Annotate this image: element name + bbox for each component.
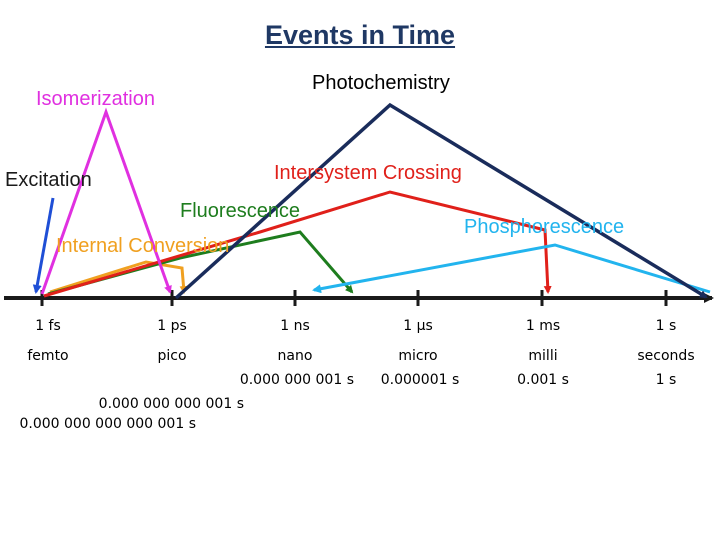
tick-label-fs: 1 fs xyxy=(35,318,61,334)
tick-label-ms: 1 ms xyxy=(525,318,561,334)
value-nano: 0.000 000 001 s xyxy=(239,372,354,388)
fluorescence-label: Fluorescence xyxy=(180,200,301,222)
prefix-pico: pico xyxy=(157,348,187,364)
photochemistry-arrow xyxy=(174,102,708,300)
value-femto: 0.000 000 000 000 001 s xyxy=(19,416,196,432)
value-milli: 0.001 s xyxy=(517,372,569,388)
isomerization-arrow xyxy=(40,107,172,295)
value-micro: 0.000001 s xyxy=(380,372,460,388)
isomerization-label: Isomerization xyxy=(36,88,155,110)
intersystem-crossing-label: Intersystem Crossing xyxy=(274,162,462,184)
photochemistry-label: Photochemistry xyxy=(312,72,450,94)
value-seconds: 1 s xyxy=(655,372,677,388)
internal-conversion-arrow xyxy=(49,260,188,294)
phosphorescence-label: Phosphorescence xyxy=(464,216,625,238)
prefix-seconds: seconds xyxy=(637,348,695,364)
prefix-milli: milli xyxy=(528,348,558,364)
page-title: Events in Time xyxy=(264,20,456,50)
prefix-nano: nano xyxy=(277,348,313,364)
tick-label-us: 1 µs xyxy=(403,318,433,334)
excitation-arrow xyxy=(32,197,55,294)
phosphorescence-arrow xyxy=(312,243,711,294)
tick-label-s: 1 s xyxy=(655,318,677,334)
prefix-femto: femto xyxy=(27,348,69,364)
internal-conversion-label: Internal Conversion xyxy=(56,235,230,257)
value-pico: 0.000 000 000 001 s xyxy=(98,396,244,412)
prefix-micro: micro xyxy=(398,348,438,364)
tick-label-ns: 1 ns xyxy=(280,318,310,334)
tick-label-ps: 1 ps xyxy=(157,318,187,334)
intersystem-crossing-arrow xyxy=(43,190,552,298)
excitation-label: Excitation xyxy=(5,169,92,191)
